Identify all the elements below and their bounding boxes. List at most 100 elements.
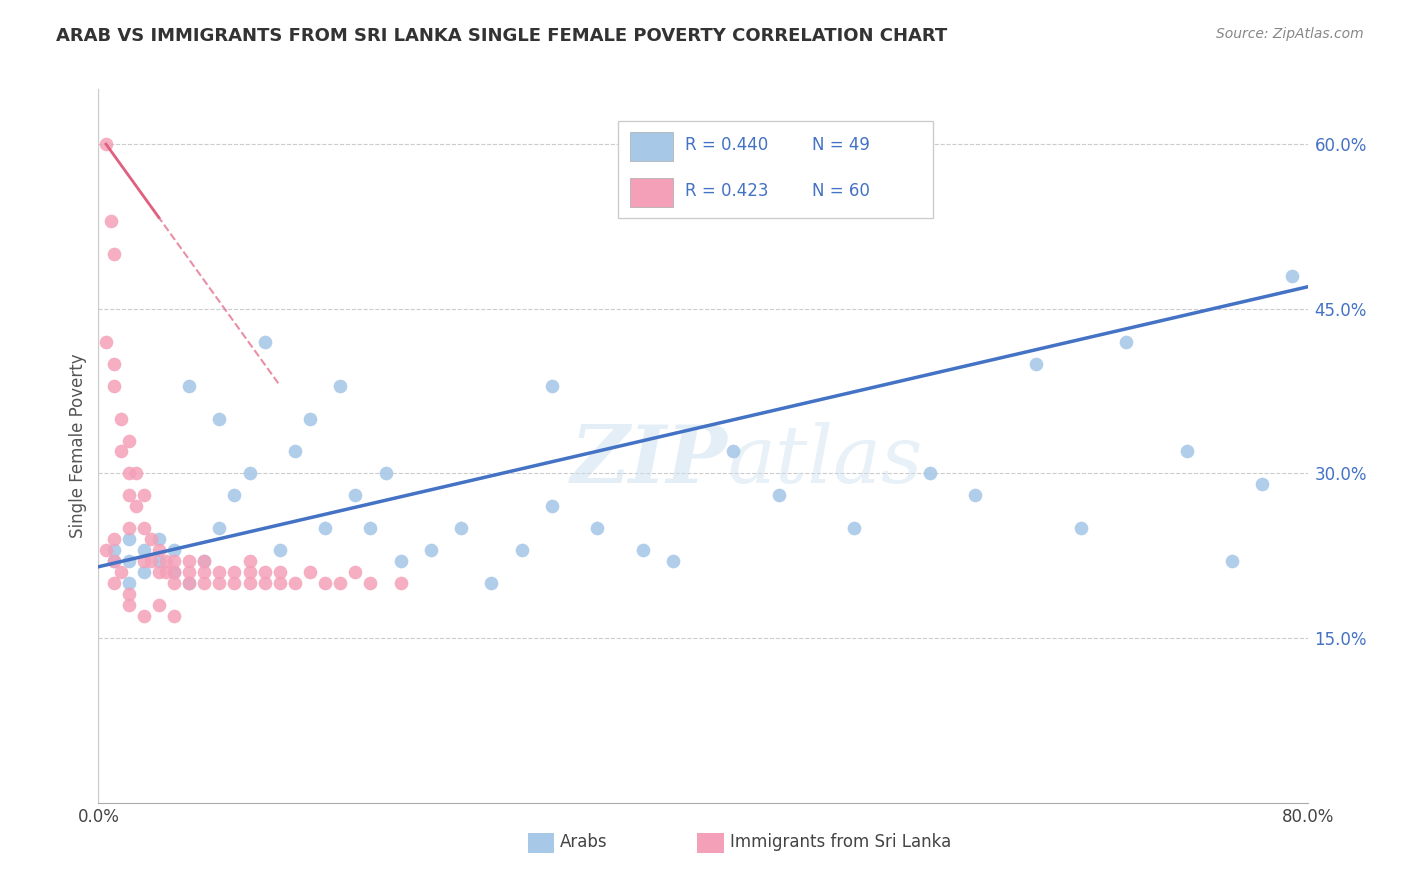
Point (208, 576, 231, 591)
Point (208, 521, 231, 535)
Point (103, 543, 125, 558)
Point (141, 554, 163, 568)
Point (510, 543, 533, 558)
Point (179, 576, 201, 591)
Point (208, 566, 231, 580)
Point (1024, 357, 1046, 371)
Bar (697, 833, 724, 853)
Point (155, 566, 177, 580)
Bar (619, 121, 932, 218)
Bar (527, 833, 554, 853)
Point (163, 566, 186, 580)
Point (360, 521, 382, 535)
Point (118, 521, 141, 535)
Point (224, 576, 246, 591)
Point (110, 566, 132, 580)
Point (118, 587, 141, 601)
Point (94, 543, 117, 558)
Point (179, 378, 201, 392)
Point (253, 576, 276, 591)
Point (269, 576, 291, 591)
Text: N = 49: N = 49 (811, 136, 870, 153)
Point (163, 543, 186, 558)
Point (132, 488, 155, 502)
Point (481, 576, 503, 591)
Text: Immigrants from Sri Lanka: Immigrants from Sri Lanka (730, 833, 950, 851)
Point (420, 543, 443, 558)
Point (768, 488, 790, 502)
Point (661, 554, 683, 568)
Text: ARAB VS IMMIGRANTS FROM SRI LANKA SINGLE FEMALE POVERTY CORRELATION CHART: ARAB VS IMMIGRANTS FROM SRI LANKA SINGLE… (56, 27, 948, 45)
Point (1175, 444, 1198, 458)
Point (344, 488, 367, 502)
Point (723, 444, 745, 458)
Bar (630, 132, 672, 161)
Point (179, 554, 201, 568)
Point (253, 566, 276, 580)
Text: R = 0.423: R = 0.423 (685, 182, 768, 200)
Point (125, 467, 148, 481)
Point (239, 554, 262, 568)
Point (148, 554, 170, 568)
Point (132, 554, 155, 568)
Point (844, 521, 866, 535)
Point (329, 378, 352, 392)
Point (132, 521, 155, 535)
Point (103, 554, 125, 568)
Point (329, 576, 352, 591)
Point (103, 378, 125, 392)
Point (118, 554, 141, 568)
Point (132, 566, 155, 580)
Point (284, 444, 307, 458)
Point (163, 576, 186, 591)
Point (224, 566, 246, 580)
Point (269, 543, 291, 558)
Point (103, 576, 125, 591)
Text: atlas: atlas (727, 422, 922, 499)
Point (299, 411, 322, 425)
Point (239, 566, 262, 580)
Point (118, 598, 141, 612)
Point (586, 521, 609, 535)
Y-axis label: Single Female Poverty: Single Female Poverty (69, 354, 87, 538)
Point (125, 500, 148, 514)
Point (965, 488, 987, 502)
Point (118, 576, 141, 591)
Point (103, 247, 125, 261)
Point (253, 334, 276, 349)
Point (163, 609, 186, 624)
Point (163, 554, 186, 568)
Point (284, 576, 307, 591)
Text: N = 60: N = 60 (811, 182, 870, 200)
Point (314, 521, 336, 535)
Point (1220, 554, 1243, 568)
Point (374, 467, 396, 481)
Point (118, 533, 141, 547)
Point (155, 554, 177, 568)
Point (299, 566, 322, 580)
Point (389, 554, 412, 568)
Point (179, 576, 201, 591)
Text: Source: ZipAtlas.com: Source: ZipAtlas.com (1216, 27, 1364, 41)
Point (1115, 334, 1137, 349)
Bar (630, 178, 672, 207)
Point (141, 533, 163, 547)
Point (94, 137, 117, 152)
Point (103, 554, 125, 568)
Text: R = 0.440: R = 0.440 (685, 136, 768, 153)
Point (103, 533, 125, 547)
Point (540, 500, 562, 514)
Point (193, 576, 215, 591)
Point (1281, 268, 1303, 283)
Point (193, 554, 215, 568)
Point (94, 334, 117, 349)
Point (314, 576, 336, 591)
Point (148, 533, 170, 547)
Point (163, 566, 186, 580)
Point (344, 566, 367, 580)
Text: Arabs: Arabs (561, 833, 607, 851)
Point (132, 543, 155, 558)
Text: ZIP: ZIP (571, 422, 727, 499)
Point (132, 609, 155, 624)
Point (193, 566, 215, 580)
